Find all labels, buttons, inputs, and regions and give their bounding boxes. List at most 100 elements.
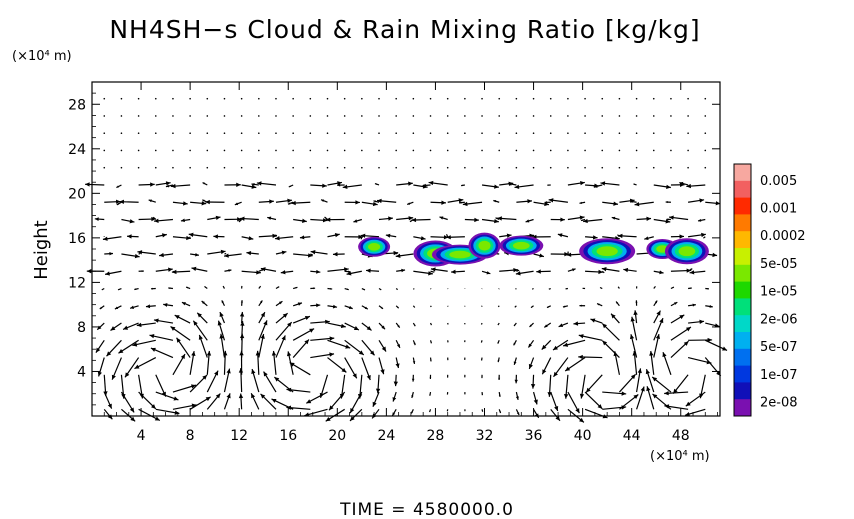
wind-arrow-head <box>546 306 549 308</box>
wind-arrow-head <box>165 184 170 188</box>
wind-dot <box>670 115 672 117</box>
wind-arrow-head <box>130 305 135 309</box>
wind-arrow <box>703 236 706 239</box>
wind-arrow-head <box>601 267 607 272</box>
wind-arrow-head <box>385 233 391 238</box>
wind-arrow-head <box>557 233 563 238</box>
wind-arrow-head <box>411 378 415 382</box>
wind-arrow-head <box>341 367 347 373</box>
wind-arrow-head <box>350 408 355 414</box>
wind-arrow-head <box>381 346 387 352</box>
wind-dot <box>223 115 226 117</box>
wind-arrow-head <box>536 269 541 274</box>
chart-title: NH4SH−s Cloud & Rain Mixing Ratio [kg/kg… <box>109 15 700 44</box>
wind-arrow-head <box>646 386 651 392</box>
wind-arrow-head <box>408 181 413 186</box>
wind-arrow-head <box>246 250 252 256</box>
wind-dot <box>378 132 380 135</box>
wind-arrow-head <box>598 269 603 275</box>
wind-arrow-head <box>319 392 324 398</box>
wind-arrow-head <box>105 271 110 276</box>
wind-arrow-head <box>617 233 623 239</box>
wind-arrow-head <box>497 216 502 221</box>
wind-arrow-head <box>560 217 565 222</box>
wind-dot <box>240 97 243 100</box>
wind-arrow-head <box>134 253 140 259</box>
wind-arrow-head <box>153 218 159 223</box>
wind-arrow-head <box>154 416 160 421</box>
wind-arrow-head <box>513 361 517 365</box>
wind-dot <box>635 97 638 100</box>
wind-dot <box>670 132 672 135</box>
wind-dot <box>137 115 140 117</box>
y-tick-label: 24 <box>68 142 86 158</box>
wind-dot <box>309 149 312 152</box>
wind-dot <box>361 149 363 152</box>
wind-arrow-head <box>346 288 349 290</box>
wind-arrow-head <box>281 250 287 255</box>
wind-arrow-head <box>97 325 102 330</box>
colorbar-swatch <box>734 180 751 199</box>
wind-dot <box>258 166 260 169</box>
wind-dot <box>446 149 449 152</box>
wind-dot <box>670 149 672 152</box>
wind-arrow-head <box>329 405 334 411</box>
wind-arrow-head <box>325 319 330 325</box>
wind-arrow-head <box>220 249 226 255</box>
wind-arrow-head <box>656 310 661 316</box>
wind-arrow-head <box>251 184 257 189</box>
wind-dot <box>429 115 432 117</box>
wind-arrow-head <box>597 404 603 409</box>
cloud-patch <box>468 232 501 259</box>
wind-dot <box>258 115 260 117</box>
wind-arrow-head <box>533 399 538 405</box>
wind-arrow-head <box>150 182 155 187</box>
wind-arrow-head <box>337 183 341 187</box>
wind-dot <box>240 149 243 152</box>
wind-arrow-head <box>121 393 126 399</box>
wind-arrow <box>514 305 517 308</box>
wind-arrow-head <box>165 181 171 186</box>
wind-arrow-head <box>215 215 221 221</box>
wind-arrow-head <box>548 198 554 203</box>
wind-arrow-head <box>174 315 180 320</box>
wind-arrow-head <box>119 199 124 204</box>
wind-arrow-head <box>132 342 138 347</box>
wind-arrow-head <box>329 352 335 357</box>
cloud-contour <box>512 241 530 250</box>
wind-arrow-head <box>544 201 548 204</box>
wind-dot <box>464 115 466 117</box>
wind-arrow-head <box>525 219 530 223</box>
wind-arrow-head <box>263 371 268 377</box>
time-label: TIME = 4580000.0 <box>339 500 514 519</box>
wind-arrow-head <box>151 287 153 290</box>
wind-arrow-head <box>251 182 255 186</box>
wind-dot <box>515 132 518 135</box>
wind-arrow-head <box>295 286 298 289</box>
colorbar-label: 0.005 <box>760 174 797 189</box>
cloud-contour <box>678 246 696 257</box>
wind-arrow-head <box>498 377 501 381</box>
wind-arrow-head <box>202 199 205 202</box>
wind-dot <box>361 97 363 100</box>
wind-dot <box>584 149 586 152</box>
wind-dot <box>687 166 689 169</box>
wind-arrow-head <box>690 287 692 289</box>
wind-dot <box>292 166 294 169</box>
wind-arrow-head <box>451 269 456 274</box>
wind-arrow-head <box>239 311 245 317</box>
wind-arrow-head <box>499 411 501 414</box>
wind-arrow-head <box>149 334 155 339</box>
wind-arrow-head <box>580 180 585 186</box>
wind-arrow-head <box>260 267 266 272</box>
wind-arrow-head <box>458 198 464 203</box>
wind-dot <box>292 97 294 100</box>
wind-dot <box>549 132 552 135</box>
wind-arrow-head <box>685 401 691 407</box>
wind-dot <box>652 166 655 169</box>
wind-dot <box>687 149 689 152</box>
wind-arrow-head <box>86 268 92 274</box>
wind-arrow-head <box>637 368 642 374</box>
wind-arrow-head <box>462 201 468 207</box>
wind-arrow-head <box>377 198 382 204</box>
